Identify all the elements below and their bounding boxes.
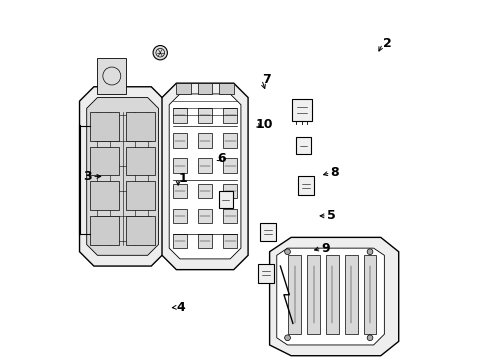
Polygon shape (363, 255, 376, 334)
Circle shape (153, 45, 167, 60)
Polygon shape (257, 264, 274, 283)
Polygon shape (97, 58, 126, 94)
Polygon shape (269, 237, 398, 356)
Polygon shape (296, 137, 310, 154)
Polygon shape (126, 112, 155, 140)
Polygon shape (86, 98, 158, 255)
Polygon shape (126, 181, 155, 210)
Text: 2: 2 (382, 37, 390, 50)
Polygon shape (306, 255, 319, 334)
Circle shape (366, 335, 372, 341)
Circle shape (366, 249, 372, 255)
Polygon shape (218, 191, 233, 208)
Polygon shape (172, 209, 187, 223)
Polygon shape (80, 87, 165, 266)
Polygon shape (126, 147, 155, 175)
Text: 4: 4 (176, 301, 185, 314)
Polygon shape (223, 158, 237, 173)
Polygon shape (223, 108, 237, 123)
Polygon shape (344, 255, 357, 334)
Polygon shape (297, 176, 314, 195)
Polygon shape (172, 134, 187, 148)
Text: 3: 3 (83, 170, 92, 183)
Circle shape (284, 335, 290, 341)
Text: 5: 5 (326, 210, 335, 222)
Text: 7: 7 (261, 73, 270, 86)
Polygon shape (162, 83, 247, 270)
Polygon shape (292, 99, 311, 121)
Polygon shape (126, 216, 155, 244)
Polygon shape (90, 216, 119, 244)
Polygon shape (223, 184, 237, 198)
Polygon shape (172, 184, 187, 198)
Polygon shape (172, 234, 187, 248)
Polygon shape (172, 108, 187, 123)
Text: 8: 8 (330, 166, 339, 179)
Polygon shape (198, 234, 212, 248)
Circle shape (284, 249, 290, 255)
Polygon shape (223, 134, 237, 148)
Polygon shape (90, 112, 119, 140)
Polygon shape (169, 94, 241, 259)
Polygon shape (198, 134, 212, 148)
Polygon shape (172, 158, 187, 173)
Polygon shape (198, 184, 212, 198)
Polygon shape (325, 255, 338, 334)
Text: 10: 10 (255, 118, 273, 131)
Polygon shape (223, 234, 237, 248)
Polygon shape (90, 147, 119, 175)
Text: 9: 9 (321, 242, 329, 255)
Polygon shape (223, 209, 237, 223)
Text: 6: 6 (217, 152, 226, 165)
Polygon shape (198, 108, 212, 123)
Polygon shape (198, 83, 212, 94)
Polygon shape (90, 181, 119, 210)
Polygon shape (287, 255, 301, 334)
Polygon shape (260, 223, 275, 241)
Polygon shape (198, 158, 212, 173)
Text: 1: 1 (178, 172, 186, 185)
Polygon shape (176, 83, 190, 94)
Polygon shape (276, 248, 384, 345)
Polygon shape (219, 83, 233, 94)
Polygon shape (198, 209, 212, 223)
